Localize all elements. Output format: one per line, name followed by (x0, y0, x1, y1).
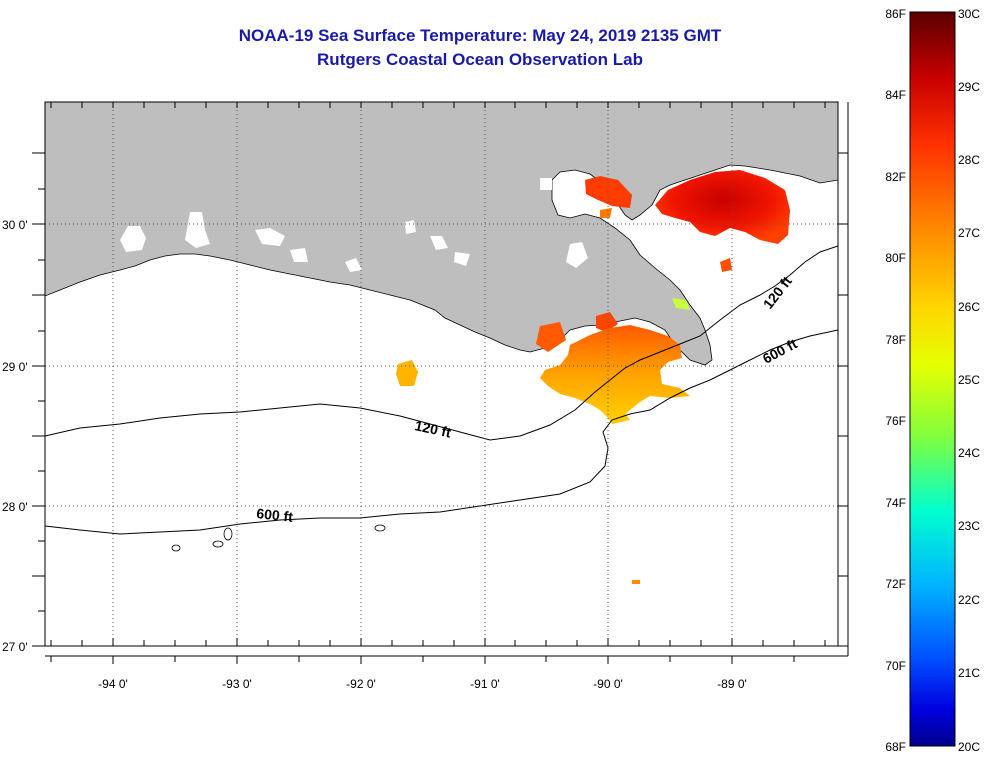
colorbar-c-label: 30C (958, 7, 980, 21)
colorbar-f-label: 70F (885, 659, 906, 673)
colorbar-f-label: 84F (885, 88, 906, 102)
colorbar-f-label: 82F (885, 170, 906, 184)
lat-label: 30 0' (2, 218, 28, 232)
lat-label: 29 0' (2, 360, 28, 374)
colorbar-c-label: 20C (958, 740, 980, 754)
colorbar-c-label: 21C (958, 666, 980, 680)
tick-marks (32, 102, 848, 664)
sst-warm-patch (596, 312, 618, 332)
sst-hot-region (655, 170, 790, 244)
lon-label: -93 0' (222, 677, 252, 691)
colorbar-f-label: 76F (885, 414, 906, 428)
colorbar-c-label: 27C (958, 226, 980, 240)
colorbar-c-label: 25C (958, 373, 980, 387)
lat-label: 28 0' (2, 500, 28, 514)
colorbar-c-label: 28C (958, 153, 980, 167)
lon-label: -90 0' (593, 677, 623, 691)
colorbar-c-label: 29C (958, 80, 980, 94)
sst-plume-patch (632, 580, 640, 584)
land-mass (45, 102, 838, 366)
colorbar-f-label: 68F (885, 740, 906, 754)
title-line-1: NOAA-19 Sea Surface Temperature: May 24,… (238, 26, 722, 45)
contour-120ft (45, 245, 838, 441)
sst-warm-patch (585, 176, 632, 208)
lon-label: -91 0' (470, 677, 500, 691)
colorbar-c-label: 22C (958, 593, 980, 607)
lon-label: -92 0' (346, 677, 376, 691)
map-frame (44, 101, 839, 647)
lat-label: 27 0' (2, 640, 28, 654)
lon-label: -89 0' (717, 677, 747, 691)
sst-warm-patch (600, 208, 612, 218)
colorbar-f-label: 74F (885, 496, 906, 510)
contour-label: 120 ft (413, 417, 452, 440)
colorbar-gradient (909, 11, 956, 747)
colorbar-c-label: 23C (958, 519, 980, 533)
lon-label: -94 0' (98, 677, 128, 691)
sst-plume-patch (604, 410, 630, 424)
colorbar-c-label: 24C (958, 446, 980, 460)
sst-warm-patch (536, 322, 566, 352)
chart-title: NOAA-19 Sea Surface Temperature: May 24,… (40, 24, 920, 72)
contour-label: 600 ft (256, 505, 294, 525)
colorbar-c-label: 26C (958, 300, 980, 314)
colorbar-f-label: 86F (885, 7, 906, 21)
colorbar-f-label: 78F (885, 333, 906, 347)
sst-plume (540, 325, 690, 420)
sst-warm-patch (720, 258, 732, 272)
contour-600ft (45, 329, 838, 535)
title-line-2: Rutgers Coastal Ocean Observation Lab (317, 50, 643, 69)
sst-cool-patch (672, 298, 690, 310)
contour-islands (171, 524, 386, 552)
colorbar-f-label: 80F (885, 251, 906, 265)
colorbar-f-label: 72F (885, 577, 906, 591)
graticule (45, 102, 838, 647)
